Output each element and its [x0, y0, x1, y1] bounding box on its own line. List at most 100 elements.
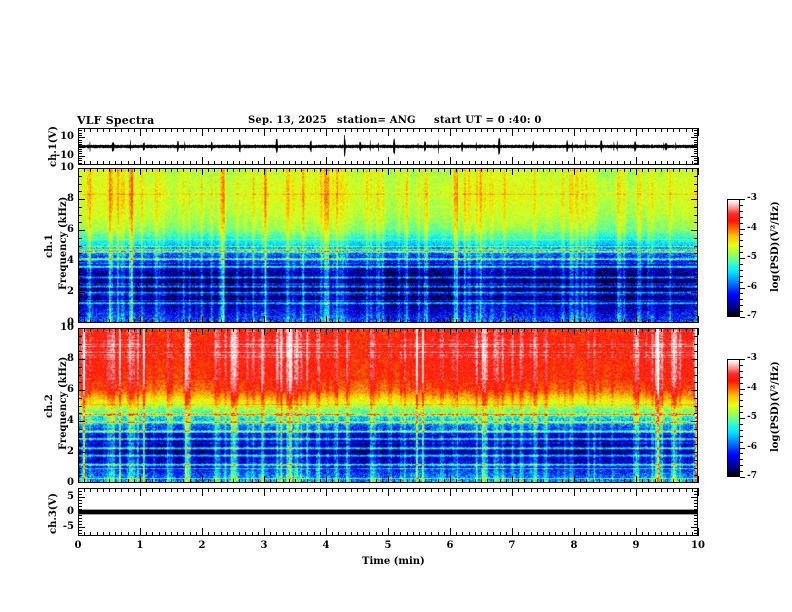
x-tick	[630, 161, 631, 165]
x-tick	[431, 479, 432, 483]
y-tick	[691, 168, 698, 169]
x-tick	[549, 161, 550, 165]
x-tick	[140, 528, 141, 536]
y-tick	[78, 421, 85, 422]
x-tick	[431, 319, 432, 323]
x-tick-label: 4	[322, 540, 330, 551]
x-tick	[568, 161, 569, 165]
x-tick	[686, 128, 687, 132]
x-tick	[630, 319, 631, 323]
x-tick	[450, 316, 451, 323]
x-tick	[518, 319, 519, 323]
y-tick	[694, 437, 698, 438]
x-tick	[648, 168, 649, 172]
y-tick	[78, 527, 85, 528]
y-tick	[694, 382, 698, 383]
x-tick	[314, 319, 315, 323]
x-tick	[202, 168, 203, 175]
x-tick	[611, 532, 612, 536]
colorbar-tick	[740, 418, 745, 419]
observation-date: Sep. 13, 2025	[248, 115, 327, 126]
x-tick	[562, 328, 563, 332]
y-tick	[694, 284, 698, 285]
x-tick	[648, 328, 649, 332]
x-tick	[376, 532, 377, 536]
x-tick	[462, 128, 463, 132]
x-tick	[549, 128, 550, 132]
x-tick	[673, 328, 674, 332]
x-tick	[369, 128, 370, 132]
x-tick-label: 2	[198, 540, 206, 551]
y-tick	[694, 176, 698, 177]
x-tick	[134, 319, 135, 323]
x-tick-label: 9	[632, 540, 640, 551]
x-tick	[487, 328, 488, 332]
x-tick	[611, 168, 612, 172]
y-tick	[691, 482, 698, 483]
x-tick	[345, 168, 346, 172]
x-tick	[301, 328, 302, 332]
x-tick	[686, 532, 687, 536]
x-tick	[531, 328, 532, 332]
x-tick	[394, 479, 395, 483]
x-tick	[388, 316, 389, 323]
y-tick	[694, 140, 698, 141]
x-tick	[270, 479, 271, 483]
x-tick	[376, 128, 377, 132]
x-tick	[338, 161, 339, 165]
x-tick	[388, 157, 389, 165]
colorbar-tick-label: -4	[747, 222, 757, 233]
y-tick-label: 8	[67, 193, 74, 204]
x-tick	[543, 328, 544, 332]
x-tick	[531, 532, 532, 536]
x-tick	[165, 128, 166, 132]
x-tick	[134, 161, 135, 165]
x-tick	[121, 479, 122, 483]
x-tick	[425, 128, 426, 132]
x-tick	[549, 168, 550, 172]
x-tick-label: 0	[74, 540, 82, 551]
x-tick	[593, 488, 594, 492]
y-tick	[694, 503, 698, 504]
y-tick	[694, 468, 698, 469]
x-tick	[146, 479, 147, 483]
x-tick	[276, 168, 277, 172]
x-tick	[196, 488, 197, 492]
y-tick	[694, 524, 698, 525]
x-tick	[134, 479, 135, 483]
x-tick	[500, 328, 501, 332]
x-tick	[283, 319, 284, 323]
x-tick	[326, 528, 327, 536]
x-tick	[543, 479, 544, 483]
y-tick	[78, 475, 82, 476]
y-tick	[78, 222, 82, 223]
y-tick	[78, 429, 82, 430]
y-tick	[691, 359, 698, 360]
x-tick	[419, 319, 420, 323]
x-tick	[338, 328, 339, 332]
x-tick	[512, 488, 513, 496]
x-tick	[382, 479, 383, 483]
x-tick	[190, 319, 191, 323]
x-tick	[376, 161, 377, 165]
x-tick	[692, 128, 693, 132]
x-tick	[419, 128, 420, 132]
x-tick	[264, 476, 265, 483]
x-tick	[183, 488, 184, 492]
y-tick	[78, 375, 82, 376]
x-tick	[140, 476, 141, 483]
x-tick	[661, 161, 662, 165]
x-tick	[481, 161, 482, 165]
x-tick	[574, 328, 575, 335]
x-tick	[586, 488, 587, 492]
x-tick-label: 1	[136, 540, 144, 551]
x-tick	[655, 128, 656, 132]
y-tick	[694, 158, 698, 159]
x-tick	[580, 128, 581, 132]
x-tick	[655, 479, 656, 483]
x-tick	[134, 532, 135, 536]
x-tick	[270, 128, 271, 132]
x-tick	[214, 328, 215, 332]
y-tick	[694, 533, 698, 534]
x-tick	[171, 161, 172, 165]
